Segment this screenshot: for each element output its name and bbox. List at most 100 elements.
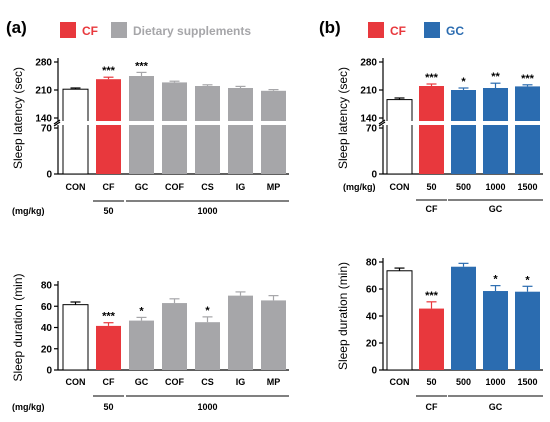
x-tick-label: IG	[236, 182, 246, 192]
bar-50	[419, 86, 444, 174]
bar-cs	[195, 86, 220, 174]
significance-mark: *	[139, 305, 144, 317]
bar-500	[451, 266, 476, 370]
dose-group-label: GC	[489, 204, 503, 214]
y-tick-label: 80	[41, 281, 53, 292]
significance-mark: *	[525, 274, 530, 286]
legend-swatch-cf-b	[368, 22, 384, 38]
legend-swatch-cf-a	[60, 22, 76, 38]
dose-group-label: GC	[489, 402, 503, 412]
bar-con	[386, 270, 413, 371]
bar-ig	[228, 295, 253, 370]
x-tick-label: 500	[456, 182, 471, 192]
significance-mark: ***	[425, 290, 439, 302]
y-tick-label: 280	[360, 58, 377, 69]
bar-mp	[261, 90, 286, 174]
y-tick-label: 210	[360, 86, 377, 97]
dose-group-label: 1000	[197, 402, 217, 412]
x-tick-label: CF	[103, 377, 115, 387]
bar-500	[451, 90, 476, 174]
x-tick-label: COF	[165, 377, 185, 387]
legend-label-cf-a: CF	[82, 24, 98, 38]
axis-break-slash	[53, 121, 61, 127]
legend-label-gc: GC	[446, 24, 464, 38]
x-tick-label: CF	[103, 182, 115, 192]
x-tick-label: 1500	[517, 377, 537, 387]
axis-break-slash	[378, 119, 386, 125]
x-tick-label: 50	[426, 182, 436, 192]
axis-break-slash	[378, 121, 386, 127]
x-tick-label: 500	[456, 377, 471, 387]
dose-unit-label: (mg/kg)	[12, 402, 45, 412]
panel-label-b: (b)	[319, 18, 341, 37]
bar-1000	[483, 291, 508, 370]
y-tick-label: 80	[366, 258, 378, 269]
bar-cof	[162, 82, 187, 174]
y-tick-label: 60	[366, 285, 378, 296]
significance-mark: **	[491, 71, 500, 83]
bar-cf	[96, 325, 121, 370]
y-tick-label: 20	[366, 339, 378, 350]
y-tick-label: 0	[371, 170, 377, 181]
x-tick-label: 50	[426, 377, 436, 387]
significance-mark: ***	[135, 60, 149, 72]
y-tick-label: 0	[46, 366, 52, 377]
axis-break-gap	[377, 121, 545, 125]
y-axis-label: Sleep duration (min)	[336, 262, 350, 370]
significance-mark: ***	[102, 65, 116, 77]
x-tick-label: CON	[66, 377, 86, 387]
dose-unit-label: (mg/kg)	[343, 182, 376, 192]
panel-label-a: (a)	[6, 18, 27, 37]
bar-cof	[162, 303, 187, 370]
y-tick-label: 70	[41, 124, 53, 135]
y-axis-label: Sleep latency (sec)	[336, 67, 350, 169]
bar-con	[62, 88, 89, 175]
axis-break-slash	[53, 119, 61, 125]
y-tick-label: 0	[371, 366, 377, 377]
chart-a-sleep-duration: Sleep duration (min) 0 20 40 60 80 CON *** CF * GC…	[11, 273, 289, 412]
x-tick-label: MP	[267, 182, 281, 192]
bar-50	[419, 308, 444, 370]
y-tick-label: 60	[41, 302, 53, 313]
y-tick-label: 140	[35, 114, 52, 125]
y-tick-label: 140	[360, 114, 377, 125]
bar-1500	[515, 86, 540, 174]
significance-mark: ***	[102, 311, 116, 323]
significance-mark: ***	[425, 72, 439, 84]
significance-mark: ***	[521, 73, 535, 85]
dose-group-label: 50	[103, 402, 113, 412]
y-tick-label: 280	[35, 58, 52, 69]
dose-unit-label: (mg/kg)	[12, 206, 45, 216]
bar-1000	[483, 88, 508, 174]
legend-swatch-gc	[424, 22, 440, 38]
bar-mp	[261, 300, 286, 370]
y-axis-label: Sleep duration (min)	[11, 273, 25, 381]
dose-group-label: 50	[103, 206, 113, 216]
chart-b-sleep-latency: Sleep latency (sec)070140210280CON***50*…	[336, 58, 545, 214]
x-tick-label: CON	[390, 377, 410, 387]
y-axis-label: Sleep latency (sec)	[11, 67, 25, 169]
x-tick-label: COF	[165, 182, 185, 192]
dose-group-label: 1000	[197, 206, 217, 216]
x-tick-label: GC	[135, 377, 149, 387]
x-tick-label: IG	[236, 377, 246, 387]
x-tick-label: GC	[135, 182, 149, 192]
x-tick-label: CON	[66, 182, 86, 192]
bar-cf	[96, 79, 121, 174]
x-tick-label: 1500	[517, 182, 537, 192]
legend-label-cf-b: CF	[390, 24, 406, 38]
bar-gc	[129, 320, 154, 370]
dose-group-label: CF	[426, 402, 438, 412]
chart-b-sleep-duration: Sleep duration (min) 0 20 40 60 80 CON *** 50 500…	[336, 258, 543, 412]
dose-group-label: CF	[426, 204, 438, 214]
bar-1500	[515, 291, 540, 370]
significance-mark: *	[205, 305, 210, 317]
x-tick-label: 1000	[485, 182, 505, 192]
legend-label-supplements: Dietary supplements	[133, 24, 251, 38]
bar-cs	[195, 322, 220, 370]
y-tick-label: 0	[46, 170, 52, 181]
significance-mark: *	[461, 76, 466, 88]
y-tick-label: 210	[35, 86, 52, 97]
